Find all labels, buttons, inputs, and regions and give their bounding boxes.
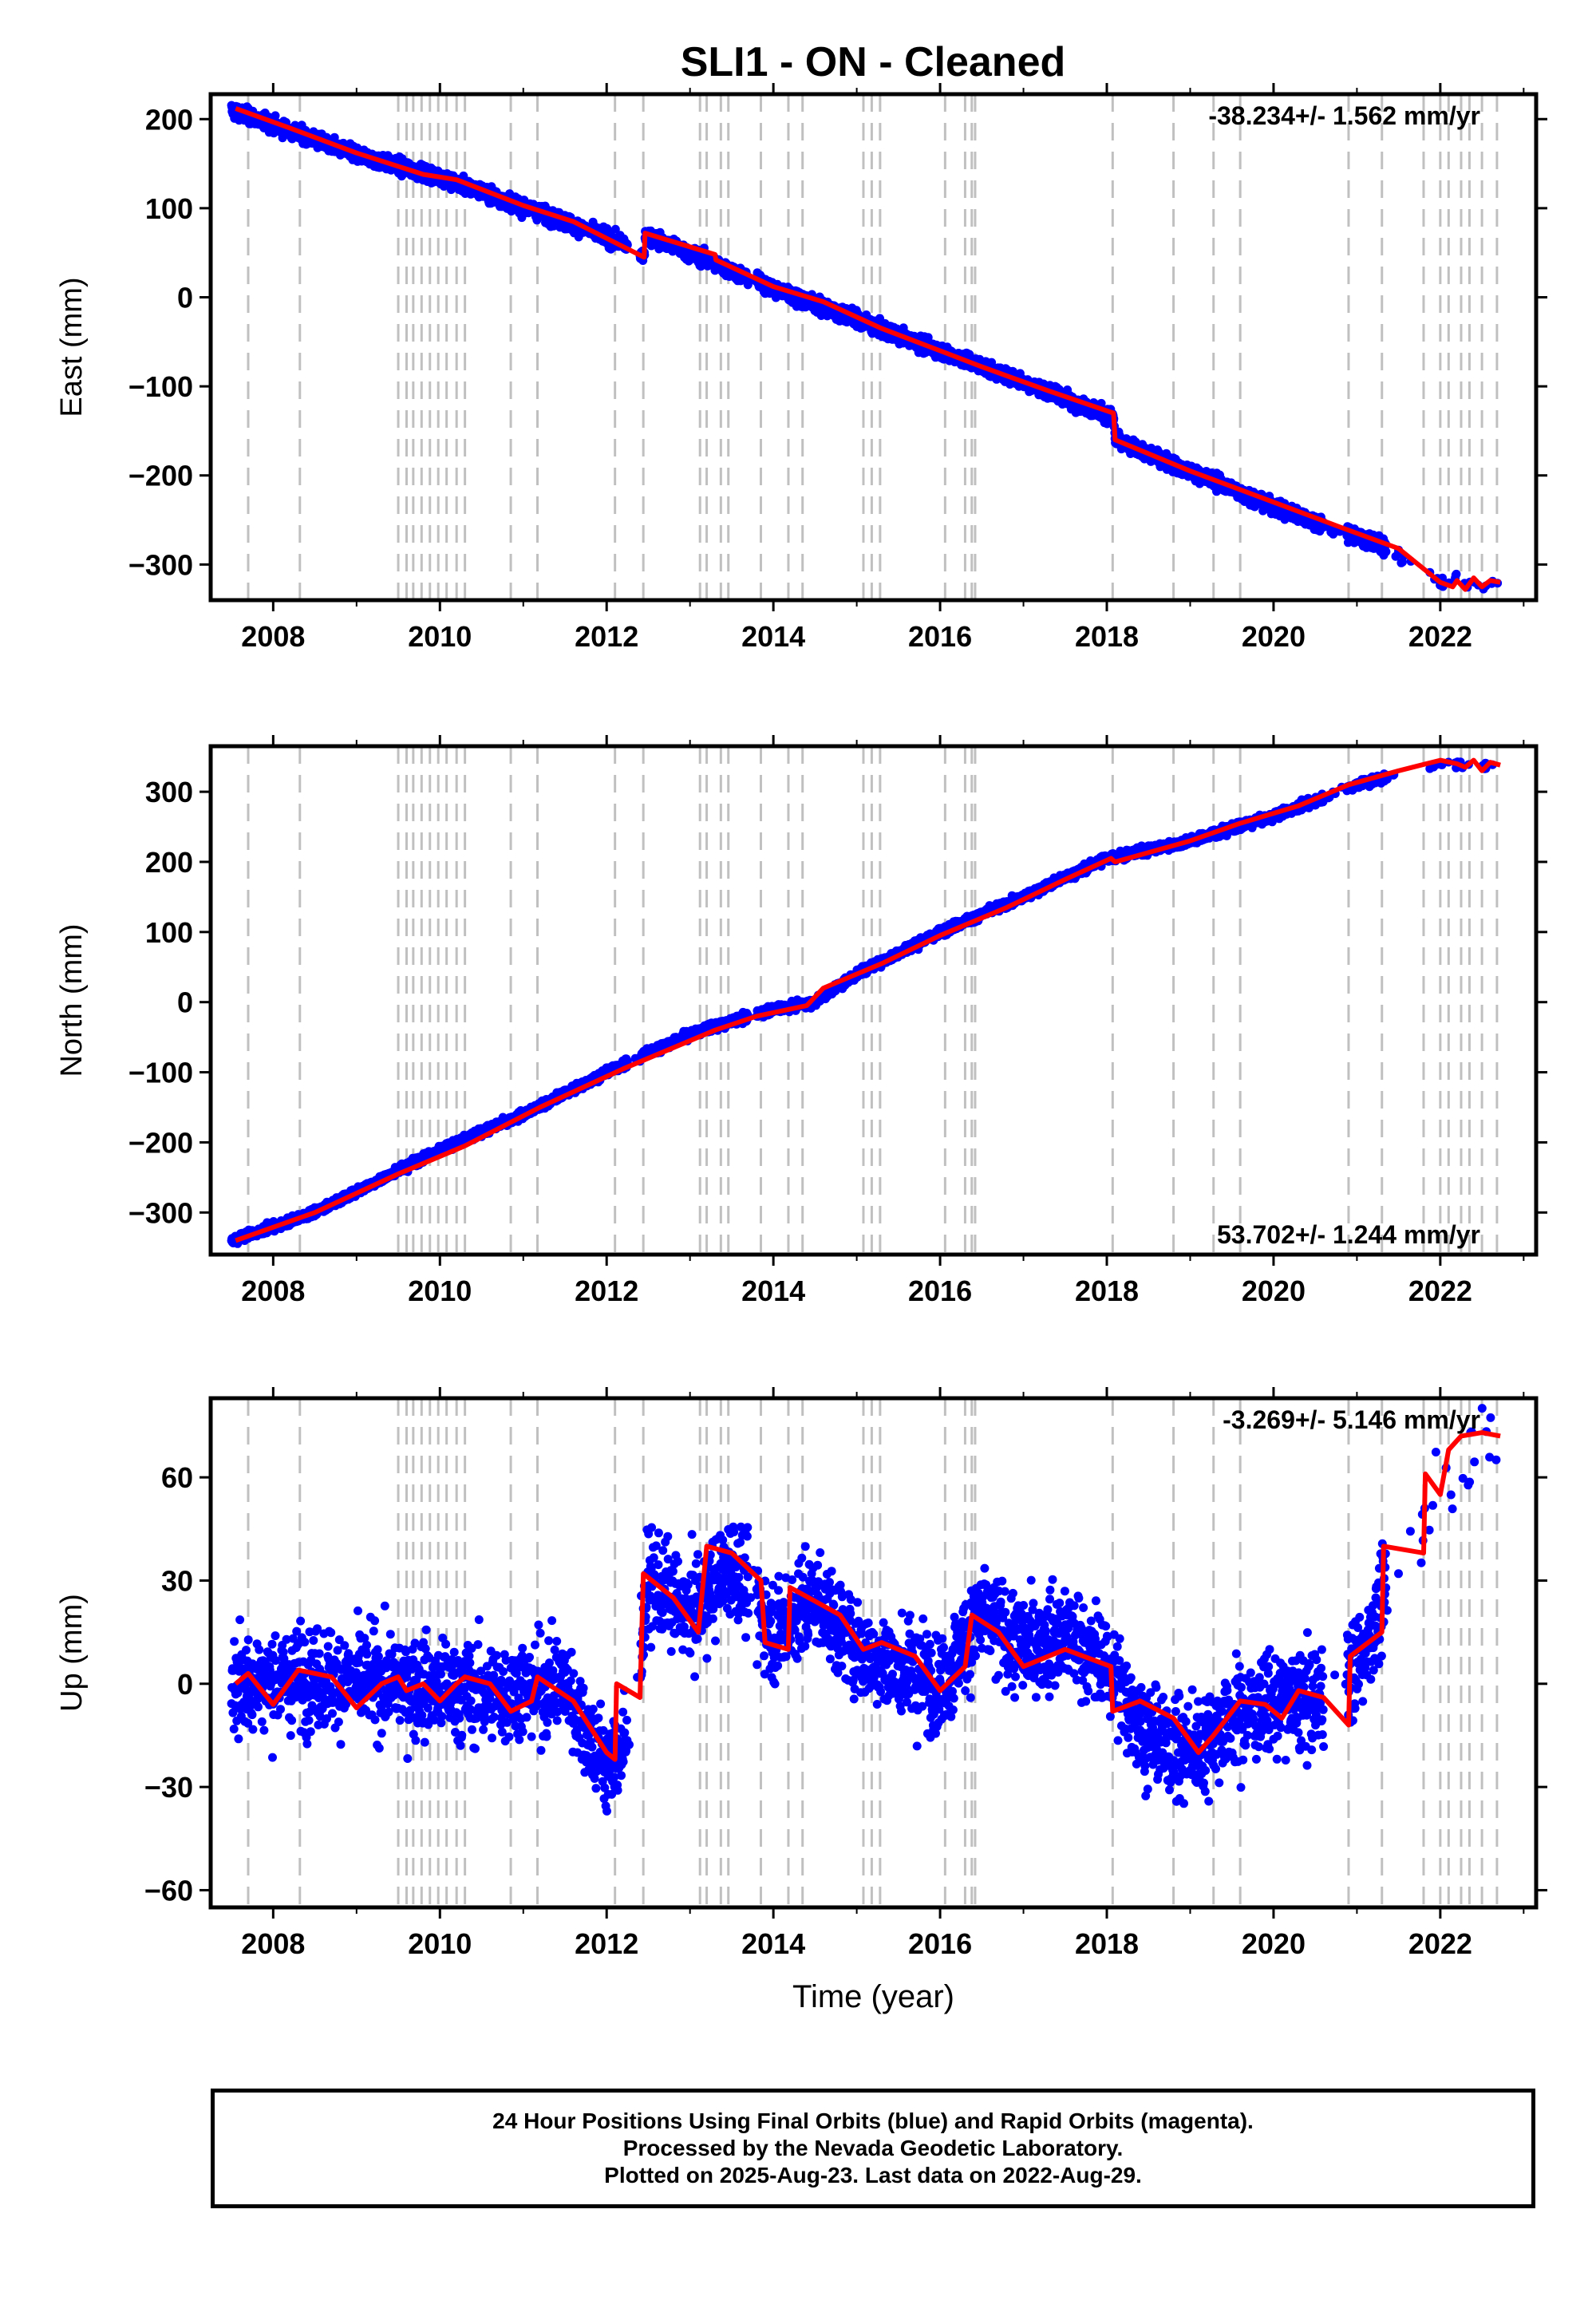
panel-east: −300 −200 −100 0 100 200 2008 2010 2012 2014 2016 2…: [55, 83, 1547, 653]
observation-point: [1096, 398, 1106, 408]
observation-points: [227, 757, 1497, 1248]
rate-label: -38.234+/- 1.562 mm/yr: [1208, 101, 1480, 130]
observation-point: [1329, 529, 1338, 539]
gps-timeseries-figure: SLI1 - ON - Cleaned −300 −200 −100 0 100 200 2…: [55, 39, 1547, 2014]
x-tick-label: 2020: [1242, 620, 1306, 653]
x-tick-label: 2010: [408, 620, 472, 653]
y-tick-label: −200: [128, 460, 193, 492]
y-tick-label: 0: [177, 281, 193, 314]
observation-point: [610, 224, 620, 234]
break-lines: [247, 746, 1499, 1255]
observation-point: [1381, 547, 1391, 556]
y-tick-label: −100: [128, 370, 193, 403]
x-tick-label: 2022: [1408, 620, 1472, 653]
y-tick-label: −300: [128, 548, 193, 581]
y-axis-label: East (mm): [55, 277, 89, 417]
model-line: [235, 106, 1501, 592]
x-tick-label: 2012: [575, 620, 638, 653]
y-tick-label: 100: [145, 192, 193, 225]
x-tick-label: 2014: [741, 620, 805, 653]
observation-point: [1452, 569, 1461, 579]
y-tick-label: 200: [145, 103, 193, 136]
x-tick-label: 2008: [241, 620, 305, 653]
observation-point: [271, 111, 280, 121]
x-tick-label: 2018: [1075, 620, 1139, 653]
x-tick-label: 2016: [908, 620, 972, 653]
plot-frame: [208, 92, 1539, 603]
figure-title: SLI1 - ON - Cleaned: [681, 39, 1066, 85]
